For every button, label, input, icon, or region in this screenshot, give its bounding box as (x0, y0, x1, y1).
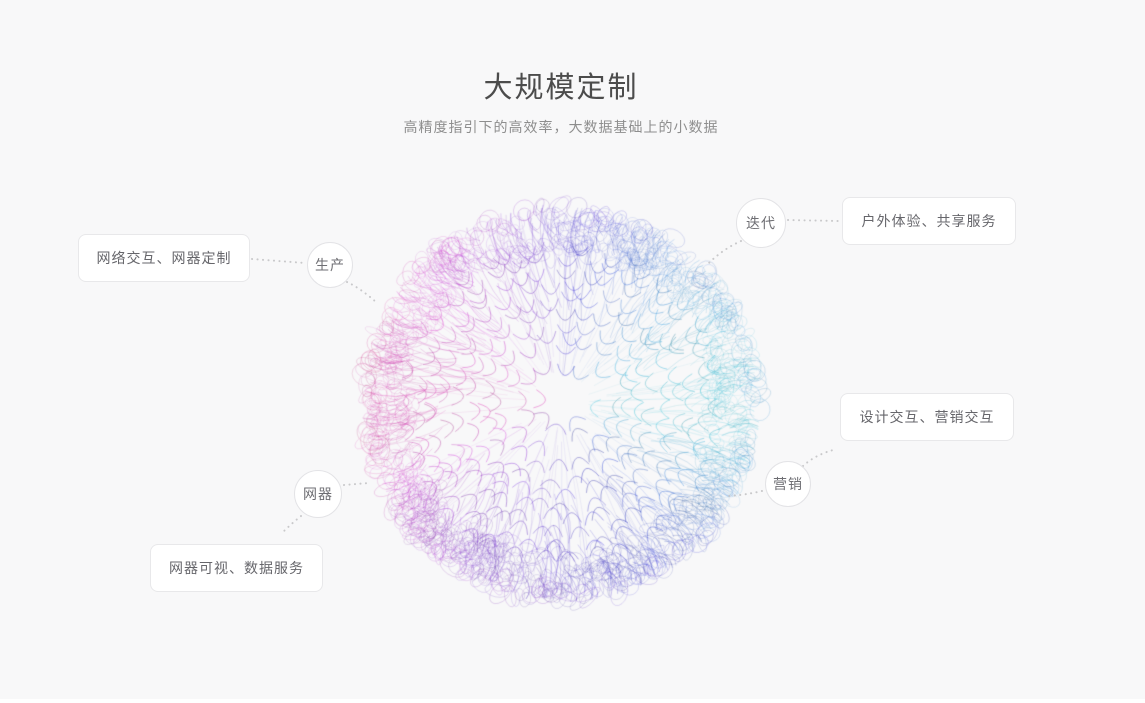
card-label: 网络交互、网器定制 (96, 250, 232, 266)
connector-netdevice-card4 (281, 515, 302, 534)
card-label: 网器可视、数据服务 (169, 560, 304, 576)
connector-card1-production (251, 258, 306, 264)
node-production[interactable]: 生产 (307, 242, 353, 288)
card-outdoor-experience-sharing[interactable]: 户外体验、共享服务 (842, 197, 1016, 245)
node-marketing[interactable]: 营销 (765, 461, 811, 507)
node-label: 迭代 (746, 215, 776, 231)
card-label: 设计交互、营销交互 (859, 409, 995, 425)
node-label: 生产 (315, 257, 345, 273)
node-net-device[interactable]: 网器 (294, 470, 342, 518)
node-iteration[interactable]: 迭代 (736, 198, 786, 248)
node-label: 网器 (303, 486, 333, 502)
connector-iteration-card2 (787, 219, 839, 222)
connector-marketing-card3 (802, 448, 838, 467)
node-label: 营销 (773, 476, 803, 492)
next-section-edge (0, 699, 1145, 703)
card-design-marketing-interaction[interactable]: 设计交互、营销交互 (840, 393, 1014, 441)
card-device-visual-data-service[interactable]: 网器可视、数据服务 (150, 544, 323, 592)
card-label: 户外体验、共享服务 (861, 213, 997, 229)
page-title: 大规模定制 (483, 72, 639, 104)
card-network-interaction-customization[interactable]: 网络交互、网器定制 (78, 234, 250, 282)
page-subtitle: 高精度指引下的高效率，大数据基础上的小数据 (403, 119, 719, 135)
generative-sphere-visual (341, 183, 781, 623)
